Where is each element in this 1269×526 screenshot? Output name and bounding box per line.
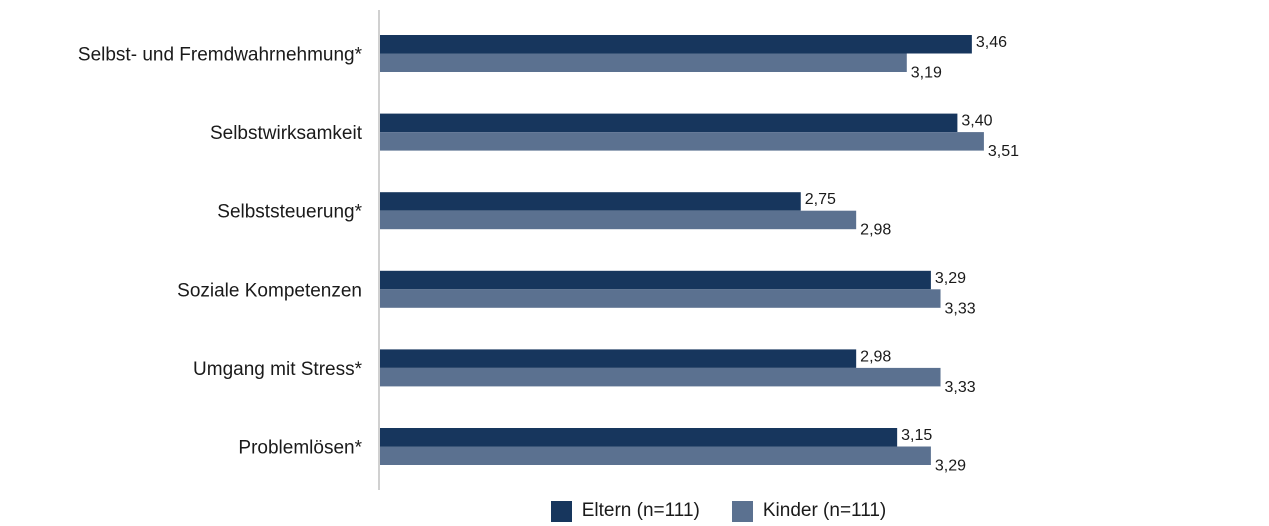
- category-label: Selbstwirksamkeit: [210, 123, 363, 144]
- bar-eltern: [380, 270, 931, 290]
- bar-chart: Selbst- und Fremdwahrnehmung* 3,46 3,19 Sel…: [78, 10, 1019, 490]
- value-label: 2,98: [860, 222, 891, 239]
- legend-swatch-kinder: [731, 500, 753, 522]
- bar-kinder: [380, 132, 984, 151]
- value-label: 3,46: [976, 34, 1007, 51]
- legend: Eltern (n=111) Kinder (n=111): [84, 496, 1269, 526]
- value-label: 2,98: [860, 348, 891, 365]
- legend-label-kinder: Kinder (n=111): [762, 500, 887, 521]
- category-label: Problemlösen*: [238, 438, 362, 459]
- category-label: Selbststeuerung*: [217, 202, 362, 223]
- bar-eltern: [380, 349, 857, 368]
- legend-label-eltern: Eltern (n=111): [581, 500, 700, 521]
- value-label: 3,40: [961, 113, 992, 130]
- bar-kinder: [380, 210, 857, 230]
- legend-swatch-eltern: [550, 500, 572, 522]
- bar-eltern: [380, 35, 972, 54]
- value-label: 2,75: [805, 191, 836, 208]
- category-label: Umgang mit Stress*: [193, 359, 363, 380]
- bar-eltern: [380, 113, 958, 133]
- value-label: 3,51: [988, 143, 1019, 160]
- value-label: 3,33: [945, 379, 976, 396]
- bar-kinder: [380, 289, 941, 308]
- bar-eltern: [380, 428, 898, 447]
- value-label: 3,15: [901, 427, 932, 444]
- category-label: Selbst- und Fremdwahrnehmung*: [78, 45, 363, 66]
- bar-eltern: [380, 192, 801, 211]
- legend-item-eltern: Eltern (n=111): [550, 500, 700, 522]
- value-label: 3,29: [935, 458, 966, 475]
- bar-kinder: [380, 53, 907, 72]
- value-label: 3,19: [911, 65, 942, 82]
- legend-item-kinder: Kinder (n=111): [731, 500, 887, 522]
- category-label: Soziale Kompetenzen: [177, 280, 362, 301]
- bar-kinder: [380, 367, 941, 387]
- value-label: 3,33: [945, 300, 976, 317]
- bar-kinder: [380, 446, 931, 465]
- value-label: 3,29: [935, 270, 966, 287]
